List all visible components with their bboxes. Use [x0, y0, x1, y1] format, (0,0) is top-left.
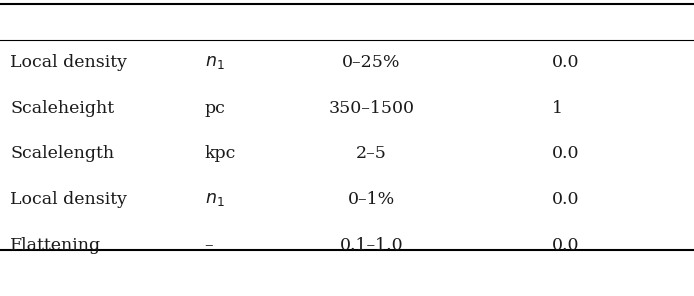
Text: kpc: kpc [205, 145, 236, 163]
Text: Scalelength: Scalelength [10, 145, 115, 163]
Text: 0.1–1.0: 0.1–1.0 [339, 237, 403, 254]
Text: 0–25%: 0–25% [342, 54, 400, 71]
Text: 0.0: 0.0 [552, 54, 579, 71]
Text: 0.0: 0.0 [552, 145, 579, 163]
Text: $n_1$: $n_1$ [205, 54, 224, 71]
Text: pc: pc [205, 99, 226, 117]
Text: 1: 1 [552, 99, 563, 117]
Text: Flattening: Flattening [10, 237, 101, 254]
Text: 350–1500: 350–1500 [328, 99, 414, 117]
Text: 2–5: 2–5 [356, 145, 387, 163]
Text: 0.0: 0.0 [552, 191, 579, 208]
Text: Local density: Local density [10, 54, 128, 71]
Text: –: – [205, 237, 213, 254]
Text: Local density: Local density [10, 191, 128, 208]
Text: 0–1%: 0–1% [348, 191, 395, 208]
Text: Scaleheight: Scaleheight [10, 99, 115, 117]
Text: $n_1$: $n_1$ [205, 191, 224, 208]
Text: 0.0: 0.0 [552, 237, 579, 254]
